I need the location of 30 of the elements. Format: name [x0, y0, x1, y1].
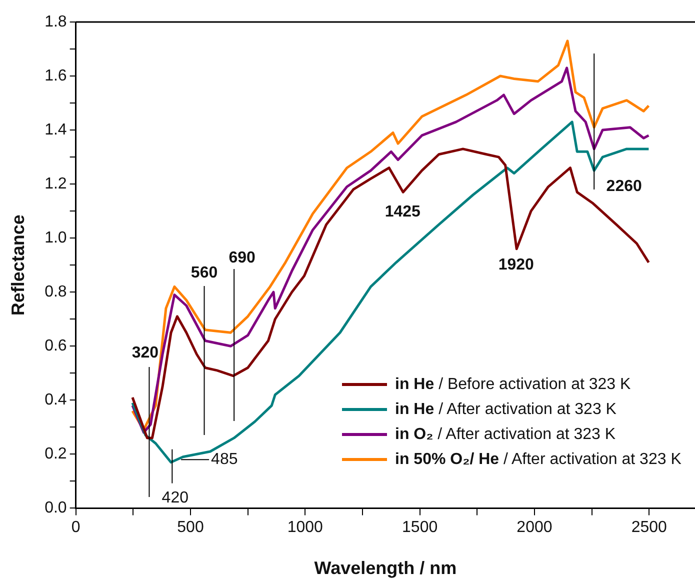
annotation: 1920	[498, 256, 534, 274]
annotation: 1425	[384, 204, 421, 221]
legend-label: in O₂ / After activation at 323 K	[395, 425, 617, 445]
annotation: 560	[190, 264, 218, 282]
annotation: 420	[162, 490, 189, 507]
x-tick-label: 500	[177, 519, 204, 536]
x-axis-title: Wavelength / nm	[314, 558, 457, 578]
legend-label: in He / After activation at 323 K	[395, 400, 618, 420]
annotation: 320	[132, 344, 159, 362]
y-tick-label: 0.8	[44, 284, 67, 301]
legend-label: in He / Before activation at 323 K	[395, 375, 632, 395]
x-tick-label: 1500	[402, 519, 438, 536]
annotation: 2260	[606, 178, 642, 195]
x-tick-label: 2000	[516, 519, 552, 536]
y-tick-label: 0.4	[44, 392, 67, 409]
x-tick-label: 1000	[287, 519, 324, 536]
y-tick-label: 0.2	[44, 446, 67, 463]
annotation: 690	[228, 249, 256, 266]
y-tick-label: 0.0	[44, 500, 67, 517]
legend-label: in 50% O₂/ He / After activation at 323 K	[395, 450, 682, 470]
y-tick-label: 1.4	[44, 121, 67, 138]
y-axis-title: Reflectance	[8, 214, 28, 316]
annotation: 485	[211, 450, 238, 468]
y-tick-label: 1.8	[44, 13, 67, 30]
y-tick-label: 0.6	[44, 338, 67, 355]
y-tick-label: 1.0	[44, 229, 67, 246]
x-tick-label: 0	[71, 519, 80, 536]
y-tick-label: 1.2	[44, 175, 67, 192]
x-tick-label: 2500	[631, 519, 668, 536]
y-tick-label: 1.6	[44, 67, 67, 84]
